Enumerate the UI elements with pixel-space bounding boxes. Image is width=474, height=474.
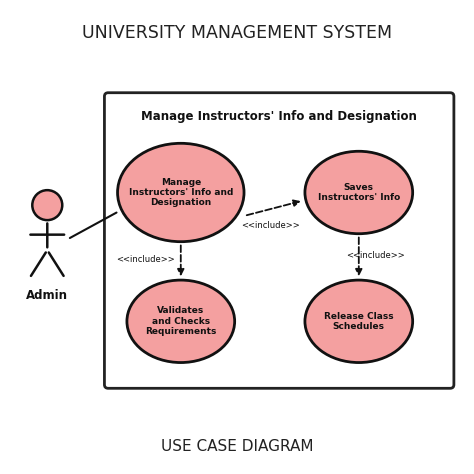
- Text: <<include>>: <<include>>: [241, 221, 300, 230]
- Ellipse shape: [305, 280, 413, 363]
- Text: Admin: Admin: [26, 290, 68, 302]
- Circle shape: [32, 190, 62, 220]
- Text: Saves
Instructors' Info: Saves Instructors' Info: [318, 183, 400, 202]
- FancyBboxPatch shape: [104, 93, 454, 388]
- Text: <<include>>: <<include>>: [116, 255, 175, 264]
- Ellipse shape: [305, 151, 413, 234]
- Text: USE CASE DIAGRAM: USE CASE DIAGRAM: [161, 439, 313, 455]
- Text: Manage Instructors' Info and Designation: Manage Instructors' Info and Designation: [141, 109, 417, 123]
- Text: Manage
Instructors' Info and
Designation: Manage Instructors' Info and Designation: [128, 178, 233, 208]
- Text: Release Class
Schedules: Release Class Schedules: [324, 311, 393, 331]
- Text: Validates
and Checks
Requirements: Validates and Checks Requirements: [145, 306, 217, 336]
- Text: <<include>>: <<include>>: [346, 251, 405, 260]
- Text: UNIVERSITY MANAGEMENT SYSTEM: UNIVERSITY MANAGEMENT SYSTEM: [82, 24, 392, 42]
- Ellipse shape: [118, 143, 244, 242]
- Ellipse shape: [127, 280, 235, 363]
